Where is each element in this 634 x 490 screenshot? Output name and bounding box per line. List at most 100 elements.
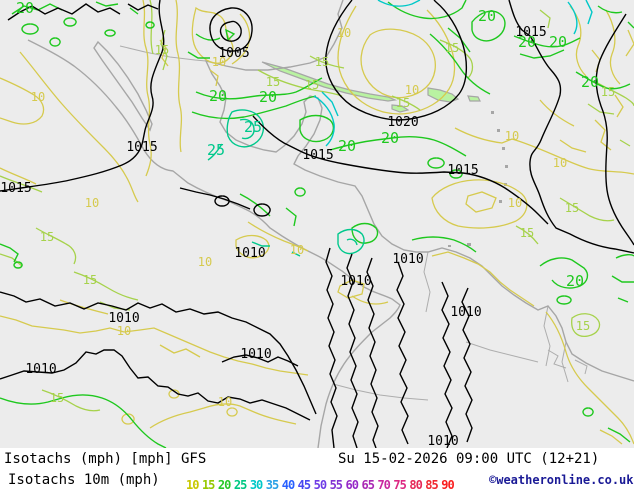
map-contour-label: 1010 — [427, 434, 458, 448]
isotach-15-contours — [0, 0, 634, 412]
isobar-andes-1 — [325, 247, 338, 448]
isotach-30-contours — [313, 0, 593, 147]
legend-row-title: Isotachs (mph) [mph] GFS Su 15-02-2026 0… — [0, 450, 634, 468]
map-contour-label: 1020 — [387, 115, 418, 130]
weather-map: 1005 1015 1020 1015 1015 1015 1015 1010 1010 1010… — [0, 0, 634, 448]
map-contour-label: 20 — [518, 33, 536, 51]
map-contour-label: 15 — [155, 43, 169, 57]
scale-value-35: 35 — [265, 478, 279, 490]
map-contour-label: 1015 — [302, 148, 333, 163]
map-contour-label: 10 — [117, 324, 131, 338]
map-contour-label: 15 — [601, 85, 615, 99]
map-contour-label: 20 — [381, 129, 399, 147]
puerto-rico-island — [467, 95, 481, 102]
jamaica-island — [391, 104, 410, 113]
map-contour-label: 1010 — [25, 362, 56, 377]
isobar-1005-inner — [219, 20, 242, 42]
map-contour-label: 15 — [315, 55, 329, 69]
map-contour-label: 15 — [40, 230, 54, 244]
map-contour-label: 20 — [478, 7, 496, 25]
map-contour-label: 10 — [405, 83, 419, 97]
map-contour-label: 1010 — [392, 252, 423, 267]
isobar-1015-west — [0, 0, 165, 192]
copyright-text: ©weatheronline.co.uk — [489, 473, 634, 487]
isobar-1010-upper — [0, 291, 317, 415]
isobar-andes-2 — [346, 253, 359, 448]
isobar-contours — [0, 0, 634, 448]
scale-value-15: 15 — [201, 478, 215, 490]
isobar-andes-3 — [366, 257, 379, 448]
map-contour-label: 1015 — [447, 163, 478, 178]
baja-california-coast — [93, 40, 153, 132]
map-contour-label: 15 — [445, 41, 459, 55]
isobar-central-america — [179, 187, 271, 217]
scale-value-80: 80 — [409, 478, 422, 490]
map-contour-label: 1015 — [126, 140, 157, 155]
scale-value-85: 85 — [425, 478, 438, 490]
scale-value-10: 10 — [186, 478, 199, 490]
map-contour-label: 15 — [266, 75, 280, 89]
isobar-1005-outer — [209, 7, 253, 52]
map-contour-label: 15 — [565, 201, 579, 215]
map-contour-label: 15 — [305, 78, 319, 92]
map-contour-label: 10 — [31, 90, 45, 104]
isobar-1010-lower — [0, 349, 311, 421]
map-contour-label: 10 — [212, 55, 226, 69]
legend-bar: Isotachs (mph) [mph] GFS Su 15-02-2026 0… — [0, 448, 634, 490]
isobar-andes-5 — [441, 281, 453, 448]
map-contour-label: 20 — [566, 272, 584, 290]
scale-value-90: 90 — [441, 478, 454, 490]
scale-value-45: 45 — [297, 478, 311, 490]
map-contour-label: 10 — [505, 129, 519, 143]
isotach-25-contours — [207, 109, 365, 257]
border-colombia-south — [332, 383, 429, 401]
scale-value-40: 40 — [281, 478, 295, 490]
map-title: Isotachs (mph) [mph] GFS — [4, 451, 207, 467]
map-contour-label: 1015 — [515, 25, 546, 40]
gulf-caribbean-coast — [204, 0, 634, 382]
isobar-1015-central — [252, 115, 549, 225]
map-contour-label: 1010 — [340, 274, 371, 289]
map-contour-label: 25 — [207, 141, 225, 159]
map-contour-label: 1010 — [450, 305, 481, 320]
map-contour-label: 10 — [218, 395, 232, 409]
isobar-right-edge — [595, 13, 634, 246]
amazon-delta-fringe — [547, 349, 588, 375]
map-contour-label: 20 — [338, 137, 356, 155]
scale-value-50: 50 — [313, 478, 327, 490]
scale-value-30: 30 — [249, 478, 263, 490]
isobar-1010-branch — [221, 354, 299, 367]
isobar-top-left — [7, 3, 159, 21]
scale-values: 10 15 20 25 30 35 40 45 50 55 60 65 70 75 80 85 90 — [186, 474, 457, 490]
border-guyana-west — [543, 305, 551, 367]
map-contour-label: 20 — [549, 33, 567, 51]
map-contour-label: 10 — [290, 243, 304, 257]
map-contour-label: 20 — [581, 73, 599, 91]
scale-value-55: 55 — [329, 478, 343, 490]
isobar-andes-4 — [396, 261, 409, 445]
map-contour-label: 15 — [83, 273, 97, 287]
isobar-andes-6 — [461, 287, 473, 443]
map-contour-label: 1015 — [0, 181, 31, 196]
map-contour-label: 15 — [396, 96, 410, 110]
isotach-20-contours — [0, 0, 634, 448]
map-contour-label: 15 — [576, 319, 590, 333]
scale-value-75: 75 — [393, 478, 406, 490]
map-contour-label: 10 — [85, 196, 99, 210]
map-contour-label: 10 — [508, 196, 522, 210]
map-contour-label: 25 — [244, 118, 262, 136]
map-contour-label: 15 — [520, 226, 534, 240]
isobar-1015-northeast — [508, 0, 634, 254]
isotach-10-contours — [0, 0, 634, 445]
map-contour-label: 1010 — [240, 347, 271, 362]
scale-value-65: 65 — [361, 478, 374, 490]
map-contour-label: 15 — [50, 391, 64, 405]
cuba-island — [261, 61, 398, 102]
sea-background — [0, 0, 634, 448]
border-venezuela-brazil — [465, 341, 539, 363]
isobar-1020-arc — [325, 0, 468, 121]
map-contour-label: 10 — [198, 255, 212, 269]
map-contour-label: 10 — [337, 26, 351, 40]
